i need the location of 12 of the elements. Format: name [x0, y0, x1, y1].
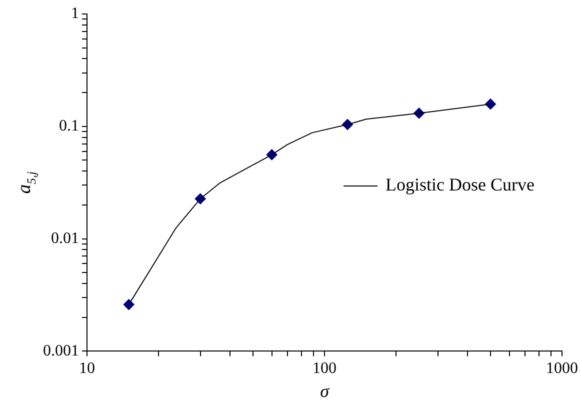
x-axis-title: σ — [320, 380, 330, 401]
x-tick-label: 100 — [312, 360, 336, 378]
legend-label: Logistic Dose Curve — [386, 174, 534, 195]
y-axis-title: a5,j — [14, 170, 39, 194]
x-tick-label: 1000 — [546, 360, 578, 378]
y-tick-label: 0.01 — [51, 230, 79, 248]
point — [123, 299, 134, 310]
x-tick-label: 10 — [79, 360, 95, 378]
y-tick-label: 0.001 — [43, 342, 79, 360]
point — [485, 98, 496, 110]
y-tick-label: 1 — [71, 5, 79, 22]
y-tick-label: 0.1 — [59, 118, 79, 135]
